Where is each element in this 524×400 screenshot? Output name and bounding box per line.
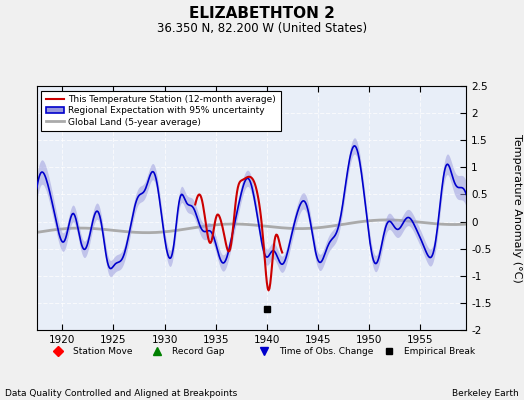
- Text: Data Quality Controlled and Aligned at Breakpoints: Data Quality Controlled and Aligned at B…: [5, 389, 237, 398]
- Text: Empirical Break: Empirical Break: [404, 346, 475, 356]
- Text: Time of Obs. Change: Time of Obs. Change: [279, 346, 374, 356]
- Text: Record Gap: Record Gap: [172, 346, 224, 356]
- Text: 36.350 N, 82.200 W (United States): 36.350 N, 82.200 W (United States): [157, 22, 367, 35]
- Text: Berkeley Earth: Berkeley Earth: [452, 389, 519, 398]
- Y-axis label: Temperature Anomaly (°C): Temperature Anomaly (°C): [512, 134, 522, 282]
- Text: ELIZABETHTON 2: ELIZABETHTON 2: [189, 6, 335, 21]
- Text: Station Move: Station Move: [73, 346, 133, 356]
- Legend: This Temperature Station (12-month average), Regional Expectation with 95% uncer: This Temperature Station (12-month avera…: [41, 90, 280, 131]
